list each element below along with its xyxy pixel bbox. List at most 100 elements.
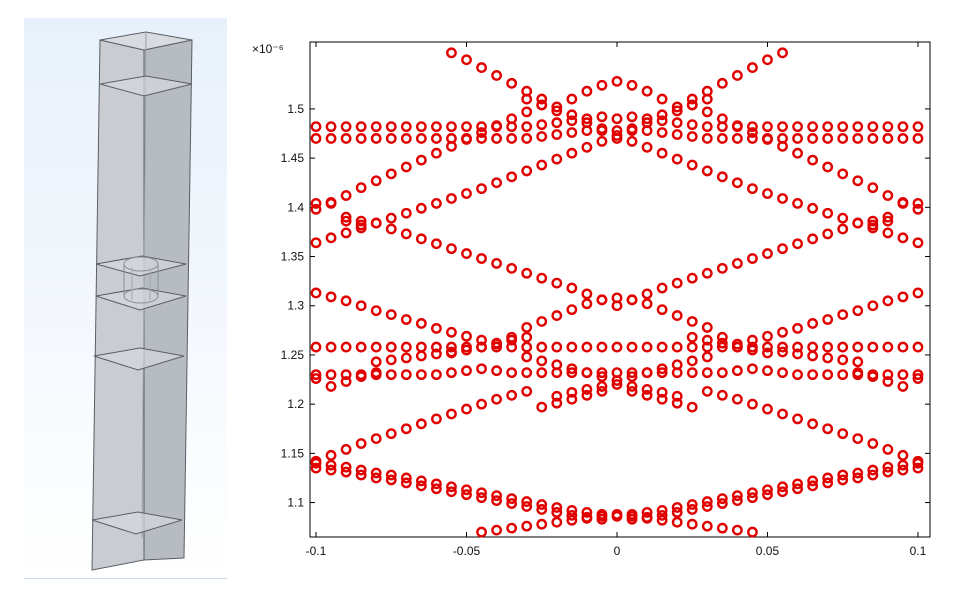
data-point xyxy=(807,480,819,492)
data-point xyxy=(686,518,698,530)
data-point xyxy=(686,401,698,413)
data-point xyxy=(506,334,518,346)
data-point xyxy=(837,474,849,486)
data-point xyxy=(370,467,382,479)
data-point xyxy=(446,243,457,255)
data-point xyxy=(431,348,442,360)
data-point xyxy=(536,355,548,367)
data-point xyxy=(731,177,743,189)
data-point xyxy=(897,197,909,209)
data-point xyxy=(566,115,578,127)
data-point xyxy=(641,506,653,518)
data-point xyxy=(446,121,457,133)
data-point xyxy=(867,133,879,144)
data-point xyxy=(491,258,503,269)
data-point xyxy=(897,459,909,471)
data-point xyxy=(641,117,653,129)
data-point xyxy=(822,314,834,325)
data-point xyxy=(882,133,894,144)
data-point xyxy=(777,193,788,204)
data-point xyxy=(852,133,864,144)
data-point xyxy=(807,318,819,329)
data-point xyxy=(611,379,623,390)
data-point xyxy=(431,322,442,334)
data-point xyxy=(701,501,713,512)
data-point xyxy=(822,352,834,364)
data-point xyxy=(897,381,909,392)
data-point xyxy=(325,291,337,303)
data-point xyxy=(837,469,849,481)
data-point xyxy=(897,341,909,353)
data-point xyxy=(716,262,728,274)
data-point xyxy=(762,341,773,353)
data-point xyxy=(536,119,548,131)
data-point xyxy=(701,367,713,379)
data-point xyxy=(716,133,728,144)
data-point xyxy=(566,509,578,521)
data-point xyxy=(506,367,518,379)
data-point xyxy=(656,393,668,405)
data-point xyxy=(340,133,352,144)
data-point xyxy=(566,109,578,121)
data-point xyxy=(385,168,397,180)
y-tick-label: 1.15 xyxy=(281,446,305,460)
data-point xyxy=(686,99,698,111)
data-point xyxy=(686,131,698,142)
data-point xyxy=(491,133,503,144)
data-point xyxy=(807,233,819,245)
data-point xyxy=(536,499,548,510)
data-point xyxy=(566,386,578,398)
data-point xyxy=(581,85,593,97)
y-tick-label: 1.3 xyxy=(287,299,304,313)
data-point xyxy=(792,238,803,250)
y-tick-label: 1.1 xyxy=(287,496,304,510)
data-point xyxy=(491,490,503,502)
data-point xyxy=(566,93,578,105)
data-point xyxy=(431,341,442,353)
data-point xyxy=(822,161,834,173)
data-point xyxy=(716,171,728,183)
data-point xyxy=(536,131,548,142)
data-point xyxy=(340,341,352,353)
data-point xyxy=(897,232,909,244)
data-point xyxy=(521,165,533,177)
data-point xyxy=(476,363,487,375)
data-point xyxy=(867,341,879,353)
data-point xyxy=(882,376,894,387)
data-point xyxy=(747,127,758,138)
data-point xyxy=(716,331,728,343)
data-point xyxy=(762,188,773,199)
data-point xyxy=(340,121,352,133)
data-point xyxy=(701,351,713,363)
data-point xyxy=(551,277,563,289)
x-tick-label: -0.05 xyxy=(453,544,481,558)
data-point xyxy=(837,354,849,366)
data-point xyxy=(867,371,879,382)
data-point xyxy=(506,171,518,183)
data-point xyxy=(671,117,683,129)
data-point xyxy=(355,222,367,234)
data-point xyxy=(461,134,472,145)
data-point xyxy=(596,367,608,379)
data-point xyxy=(536,272,548,284)
data-point xyxy=(912,197,924,209)
data-point xyxy=(807,154,819,166)
data-point xyxy=(536,518,548,530)
data-point xyxy=(431,369,442,381)
data-point xyxy=(446,140,457,152)
data-point xyxy=(596,385,608,397)
data-point xyxy=(370,121,382,133)
data-point xyxy=(686,341,698,353)
x-tick-label: 0.05 xyxy=(756,544,780,558)
data-point xyxy=(686,93,698,105)
data-point xyxy=(310,133,322,144)
data-point xyxy=(671,506,683,518)
data-point xyxy=(476,62,487,73)
data-point xyxy=(626,79,638,91)
data-point xyxy=(431,238,442,250)
data-point xyxy=(461,489,472,501)
data-point xyxy=(596,510,608,522)
data-point xyxy=(551,367,563,379)
data-point xyxy=(491,393,503,405)
data-point xyxy=(461,484,472,496)
